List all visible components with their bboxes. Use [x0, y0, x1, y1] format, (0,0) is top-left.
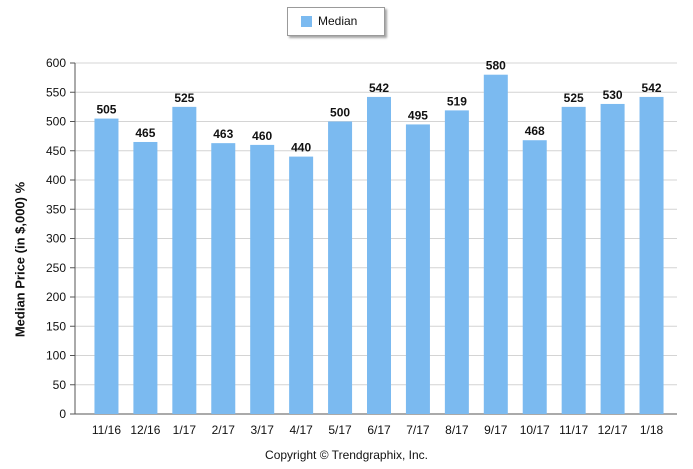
data-label: 460 [252, 129, 272, 143]
x-tick-label: 1/17 [173, 423, 197, 437]
tick-labels: 0 50 100 150 200 250 300 350 400 450 500 550 600 11/1… [46, 56, 664, 437]
y-tick-label: 250 [46, 261, 66, 275]
y-tick-label: 300 [46, 232, 66, 246]
bar-4/17 [289, 156, 314, 414]
data-label: 505 [96, 103, 116, 117]
bar-3/17 [250, 144, 275, 414]
data-label: 542 [642, 81, 662, 95]
data-labels: 505 465 525 463 460 440 500 542 495 519 580 468 525 5… [96, 59, 661, 155]
data-label: 500 [330, 106, 350, 120]
legend-label-median: Median [318, 14, 358, 28]
data-label: 440 [291, 141, 311, 155]
bar-10/17 [522, 140, 547, 414]
data-label: 542 [369, 81, 389, 95]
bar-9/17 [483, 74, 508, 414]
copyright-footer: Copyright © Trendgraphix, Inc. [265, 448, 428, 462]
y-tick-label: 100 [46, 349, 66, 363]
y-tick-label: 150 [46, 319, 66, 333]
y-axis-label: Median Price (in $,000) % [12, 181, 28, 338]
data-label: 495 [408, 108, 428, 122]
y-tick-label: 550 [46, 85, 66, 99]
x-tick-label: 12/17 [598, 423, 628, 437]
y-tick-label: 400 [46, 173, 66, 187]
bar-1/18 [639, 96, 664, 415]
x-tick-label: 1/18 [640, 423, 664, 437]
y-tick-label: 450 [46, 144, 66, 158]
data-label: 530 [603, 88, 623, 102]
bar-5/17 [328, 121, 353, 414]
y-tick-label: 50 [53, 378, 67, 392]
x-tick-label: 12/16 [130, 423, 160, 437]
legend-swatch-median [301, 16, 312, 27]
data-label: 463 [213, 127, 233, 141]
y-tick-label: 500 [46, 115, 66, 129]
x-tick-label: 3/17 [251, 423, 275, 437]
legend: Median [287, 7, 385, 36]
bar-11/17 [561, 106, 586, 414]
x-tick-label: 8/17 [445, 423, 469, 437]
data-label: 519 [447, 94, 467, 108]
x-tick-label: 7/17 [406, 423, 430, 437]
y-tick-label: 600 [46, 56, 66, 70]
x-tick-label: 4/17 [289, 423, 313, 437]
bar-7/17 [405, 124, 430, 415]
data-label: 525 [564, 91, 584, 105]
bar-6/17 [367, 96, 391, 415]
y-tick-label: 200 [46, 290, 66, 304]
x-tick-label: 6/17 [367, 423, 391, 437]
bars [94, 74, 664, 415]
y-tick-label: 0 [59, 407, 66, 421]
bar-11/16 [94, 118, 119, 414]
x-tick-label: 9/17 [484, 423, 508, 437]
data-label: 468 [525, 124, 545, 138]
x-tick-label: 11/17 [559, 423, 588, 437]
bar-12/16 [133, 141, 158, 414]
data-label: 465 [135, 126, 155, 140]
x-tick-label: 5/17 [328, 423, 352, 437]
bar-12/17 [600, 103, 625, 414]
x-tick-label: 10/17 [520, 423, 550, 437]
data-label: 525 [174, 91, 194, 105]
bar-2/17 [211, 143, 236, 414]
data-label: 580 [486, 59, 506, 73]
x-tick-label: 2/17 [212, 423, 236, 437]
x-tick-label: 11/16 [92, 423, 121, 437]
bar-8/17 [444, 110, 469, 414]
y-tick-label: 350 [46, 202, 66, 216]
bar-1/17 [172, 106, 197, 414]
